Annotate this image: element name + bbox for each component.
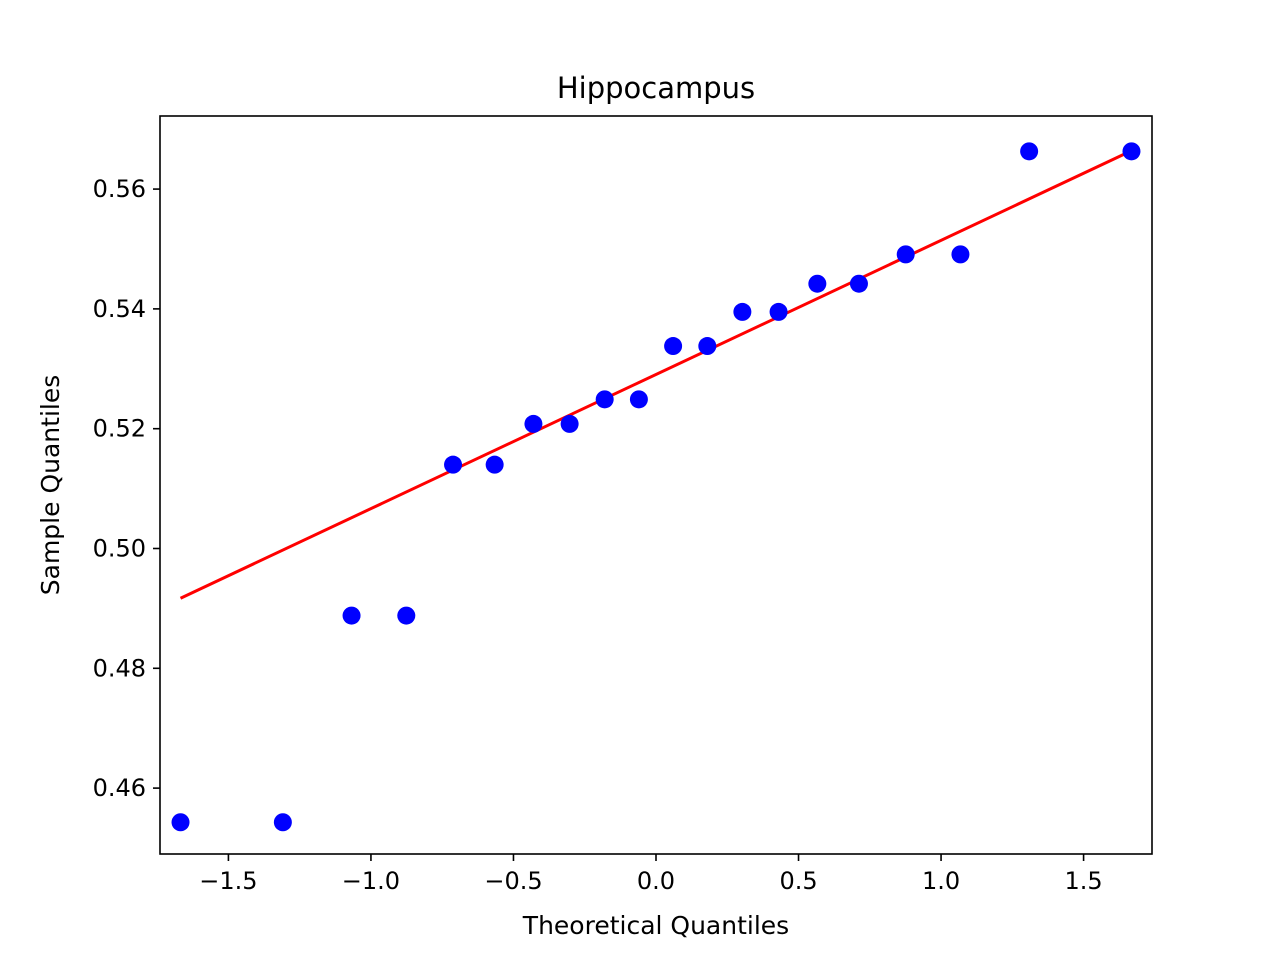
data-point <box>342 606 361 625</box>
data-point <box>629 390 648 409</box>
y-axis-label: Sample Quantiles <box>36 375 65 595</box>
y-tick-label: 0.56 <box>93 175 146 203</box>
x-tick-label: −0.5 <box>484 867 542 895</box>
x-tick-label: 0.0 <box>637 867 675 895</box>
data-point <box>397 606 416 625</box>
data-point <box>664 337 683 356</box>
data-point <box>698 337 717 356</box>
x-axis: −1.5 −1.0 −0.5 0.0 0.5 1.0 1.5 <box>199 854 1103 895</box>
data-point <box>171 813 190 832</box>
data-point <box>524 414 543 433</box>
data-point <box>1020 142 1039 161</box>
x-tick-label: −1.0 <box>342 867 400 895</box>
chart-title: Hippocampus <box>557 71 755 105</box>
y-tick-label: 0.46 <box>93 774 146 802</box>
y-tick-label: 0.52 <box>93 415 146 443</box>
data-point <box>733 302 752 321</box>
data-point <box>951 245 970 264</box>
data-point <box>273 813 292 832</box>
data-point <box>485 455 504 474</box>
x-axis-label: Theoretical Quantiles <box>522 911 789 940</box>
x-tick-label: 1.0 <box>922 867 960 895</box>
data-point <box>769 302 788 321</box>
data-point <box>560 414 579 433</box>
data-point <box>896 245 915 264</box>
reference-line <box>179 149 1133 600</box>
y-axis: 0.46 0.48 0.50 0.52 0.54 0.56 <box>93 175 160 802</box>
data-point <box>1122 142 1141 161</box>
data-point <box>444 455 463 474</box>
plot-area <box>171 142 1141 832</box>
data-point <box>595 390 614 409</box>
axes-frame <box>159 115 1153 855</box>
x-tick-label: −1.5 <box>199 867 257 895</box>
y-tick-label: 0.54 <box>93 295 146 323</box>
data-point <box>808 274 827 293</box>
y-tick-label: 0.50 <box>93 534 146 562</box>
data-point <box>849 274 868 293</box>
y-tick-label: 0.48 <box>93 654 146 682</box>
x-tick-label: 0.5 <box>779 867 817 895</box>
x-tick-label: 1.5 <box>1065 867 1103 895</box>
